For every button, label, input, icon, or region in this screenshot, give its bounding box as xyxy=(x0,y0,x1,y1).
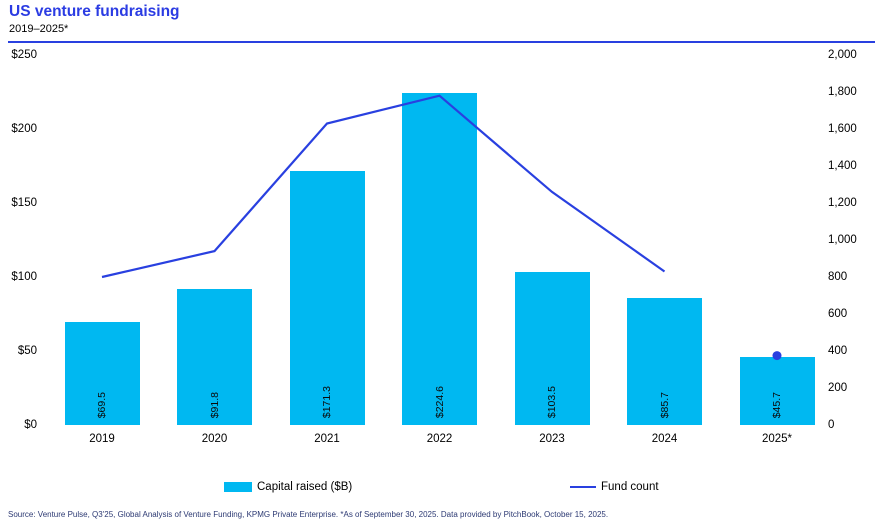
right-axis-tick-label: 600 xyxy=(828,308,848,320)
right-axis-tick-label: 1,400 xyxy=(828,160,857,172)
page-title: US venture fundraising xyxy=(9,3,180,20)
legend-label-fund-count: Fund count xyxy=(601,481,659,493)
bar-value-label: $224.6 xyxy=(433,385,446,418)
x-axis-category-label: 2019 xyxy=(89,433,115,445)
x-axis-category-label: 2022 xyxy=(426,433,453,445)
left-axis-tick-label: $250 xyxy=(11,49,37,61)
capital-raised-bar: $171.3 xyxy=(289,171,365,425)
x-axis-category-label: 2021 xyxy=(314,433,340,445)
fund-count-swatch xyxy=(570,486,596,488)
left-axis-tick-label: $100 xyxy=(11,271,37,283)
capital-raised-bar: $91.8 xyxy=(177,289,252,425)
right-axis-tick-label: 400 xyxy=(828,345,848,357)
right-axis-tick-label: 200 xyxy=(828,382,848,394)
capital-raised-bar: $103.5 xyxy=(514,271,590,425)
x-axis-category-label: 2024 xyxy=(651,433,678,445)
capital-raised-bar: $224.6 xyxy=(402,92,477,425)
x-axis-category-label: 2023 xyxy=(539,433,565,445)
legend-label-capital-raised: Capital raised ($B) xyxy=(257,481,353,493)
bar-value-label: $45.7 xyxy=(771,391,783,418)
bar-value-label: $171.3 xyxy=(321,385,333,418)
right-axis-tick-label: 800 xyxy=(828,271,848,283)
capital-raised-swatch xyxy=(224,482,252,492)
left-axis-tick-label: $150 xyxy=(11,197,37,209)
chart-legend: Capital raised ($B) Fund count xyxy=(0,479,879,495)
capital-raised-bar: $45.7 xyxy=(739,357,815,425)
right-axis-tick-label: 1,000 xyxy=(828,234,857,246)
capital-raised-bar: $69.5 xyxy=(64,322,140,425)
left-axis-tick-label: $0 xyxy=(24,419,37,431)
header-divider-rule xyxy=(8,41,875,43)
x-axis-category-label: 2025* xyxy=(761,433,793,445)
bar-value-label: $85.7 xyxy=(658,391,671,418)
legend-item-capital-raised: Capital raised ($B) xyxy=(224,479,352,495)
source-note: Source: Venture Pulse, Q3'25, Global Ana… xyxy=(8,510,609,519)
left-axis-tick-label: $50 xyxy=(17,345,37,357)
bar-value-label: $91.8 xyxy=(208,391,221,418)
right-axis-tick-label: 1,800 xyxy=(828,86,857,98)
capital-raised-bar: $85.7 xyxy=(627,298,702,425)
right-axis-tick-label: 2,000 xyxy=(828,49,857,61)
legend-item-fund-count: Fund count xyxy=(570,479,659,495)
bar-value-label: $69.5 xyxy=(96,391,108,418)
left-axis-tick-label: $200 xyxy=(11,123,37,135)
bar-value-label: $103.5 xyxy=(546,385,558,418)
right-axis-tick-label: 0 xyxy=(828,419,835,431)
x-axis-category-label: 2020 xyxy=(201,433,228,445)
page-subtitle: 2019–2025* xyxy=(9,23,69,35)
right-axis-tick-label: 1,600 xyxy=(828,123,857,135)
right-axis-tick-label: 1,200 xyxy=(828,197,857,209)
fund-count-line xyxy=(101,94,666,279)
